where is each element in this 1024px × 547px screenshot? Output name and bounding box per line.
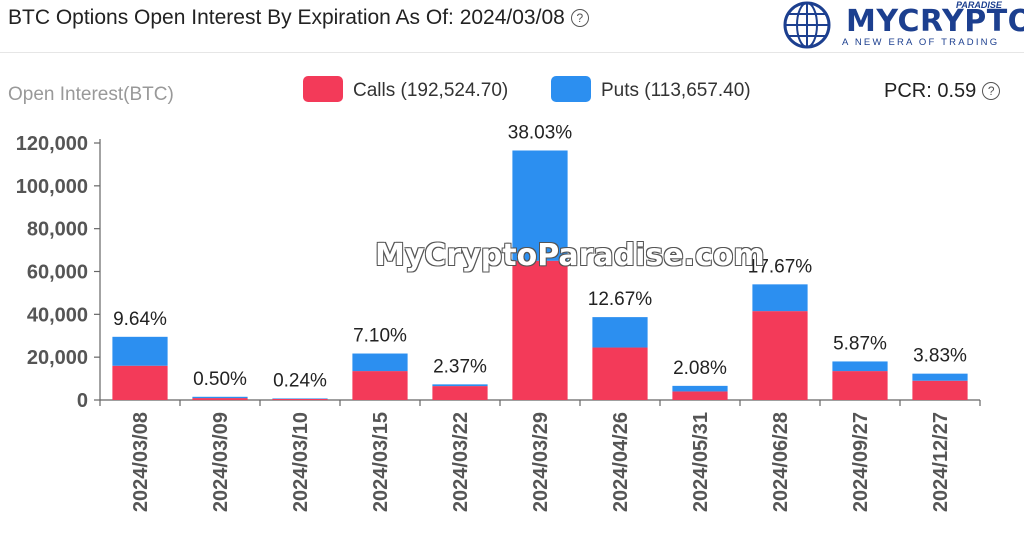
x-tick-label: 2024/04/26 — [610, 412, 632, 512]
bar-calls[interactable] — [192, 398, 248, 400]
data-label: 38.03% — [508, 122, 573, 143]
bar-puts[interactable] — [752, 284, 808, 312]
x-tick-label: 2024/03/09 — [210, 412, 232, 512]
brand-logo: PARADISE MYCRYPTO A NEW ERA OF TRADING — [776, 0, 1024, 50]
bar-puts[interactable] — [672, 385, 728, 392]
bar-puts[interactable] — [912, 373, 968, 381]
legend-swatch-calls — [303, 76, 343, 102]
y-tick-label: 120,000 — [16, 133, 88, 155]
bar-puts[interactable] — [352, 353, 408, 372]
bar-puts[interactable] — [272, 398, 328, 399]
data-label: 5.87% — [833, 333, 887, 354]
legend-label-puts: Puts (113,657.40) — [601, 80, 751, 101]
x-tick-label: 2024/09/27 — [850, 412, 872, 512]
pcr-indicator: PCR: 0.59? — [884, 80, 1001, 103]
legend-item-puts[interactable]: Puts (113,657.40) — [551, 76, 751, 102]
x-tick-label: 2024/03/15 — [370, 412, 392, 512]
bar-calls[interactable] — [512, 260, 568, 400]
data-label: 0.50% — [193, 369, 247, 390]
chart-title: BTC Options Open Interest By Expiration … — [8, 6, 589, 30]
question-circle-icon[interactable]: ? — [570, 9, 589, 27]
x-tick-label: 2024/06/28 — [770, 412, 792, 512]
bar-calls[interactable] — [592, 347, 648, 400]
header-divider — [0, 52, 1024, 53]
data-label: 0.24% — [273, 370, 327, 391]
y-tick-label: 0 — [77, 390, 88, 412]
bar-puts[interactable] — [192, 396, 248, 399]
bar-puts[interactable] — [832, 361, 888, 372]
bar-calls[interactable] — [672, 391, 728, 400]
data-label: 3.83% — [913, 346, 967, 367]
data-label: 7.10% — [353, 326, 407, 347]
bar-calls[interactable] — [432, 386, 488, 400]
data-label: 2.37% — [433, 356, 487, 377]
legend-item-calls[interactable]: Calls (192,524.70) — [303, 76, 508, 102]
bar-puts[interactable] — [512, 150, 568, 261]
bar-calls[interactable] — [912, 380, 968, 400]
brand-name-top: PARADISE — [956, 0, 1002, 10]
pcr-label: PCR: 0.59 — [884, 80, 977, 102]
y-tick-label: 100,000 — [16, 176, 88, 198]
bar-puts[interactable] — [432, 384, 488, 387]
x-tick-label: 2024/03/22 — [450, 412, 472, 512]
bar-calls[interactable] — [352, 371, 408, 400]
y-tick-label: 20,000 — [27, 347, 88, 369]
brand-tagline: A NEW ERA OF TRADING — [842, 37, 1000, 48]
bar-calls[interactable] — [112, 365, 168, 400]
question-circle-icon[interactable]: ? — [982, 82, 1001, 100]
watermark-text: MyCryptoParadise.com — [375, 238, 765, 273]
y-axis-label: Open Interest(BTC) — [8, 84, 174, 105]
chart-title-text: BTC Options Open Interest By Expiration … — [8, 6, 565, 29]
data-label: 17.67% — [748, 256, 813, 277]
bar-calls[interactable] — [272, 398, 328, 400]
brand-name: MYCRYPTO — [846, 4, 1024, 39]
y-tick-label: 80,000 — [27, 219, 88, 241]
x-tick-label: 2024/03/10 — [290, 412, 312, 512]
bar-puts[interactable] — [112, 336, 168, 366]
data-label: 2.08% — [673, 358, 727, 379]
bar-calls[interactable] — [752, 311, 808, 400]
x-tick-label: 2024/03/29 — [530, 412, 552, 512]
y-tick-label: 40,000 — [27, 304, 88, 326]
data-label: 9.64% — [113, 309, 167, 330]
data-label: 12.67% — [588, 289, 653, 310]
y-tick-label: 60,000 — [27, 262, 88, 284]
legend-label-calls: Calls (192,524.70) — [353, 80, 509, 101]
legend-swatch-puts — [551, 76, 591, 102]
x-tick-label: 2024/03/08 — [130, 412, 152, 512]
bar-puts[interactable] — [592, 317, 648, 348]
bar-calls[interactable] — [832, 371, 888, 400]
x-tick-label: 2024/05/31 — [690, 412, 712, 512]
globe-icon — [783, 1, 831, 49]
x-tick-label: 2024/12/27 — [930, 412, 952, 512]
